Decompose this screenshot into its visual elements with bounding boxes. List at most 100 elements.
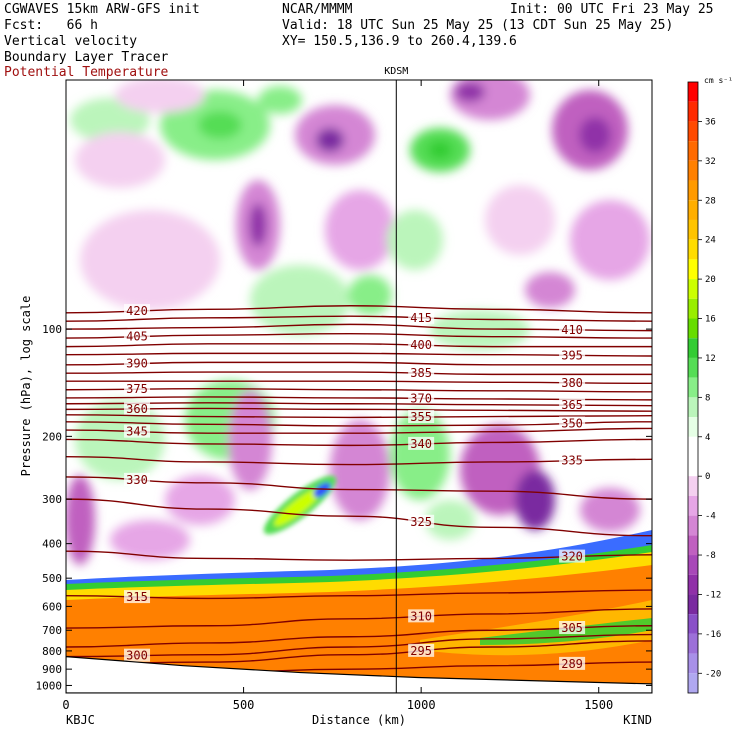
- theta-contour-label: 350: [561, 416, 583, 430]
- theta-label-bg: [408, 366, 435, 380]
- colorbar-swatch: [688, 357, 698, 378]
- theta-label-bg: [408, 338, 435, 352]
- theta-label-bg: [559, 322, 586, 336]
- colorbar-swatch: [688, 673, 698, 693]
- theta-contour-label: 330: [126, 473, 148, 487]
- theta-contour-label: 345: [126, 425, 148, 439]
- init-time: Init: 00 UTC Fri 23 May 25: [510, 2, 714, 17]
- theta-label-bg: [408, 310, 435, 324]
- theta-label-bg: [124, 382, 151, 396]
- colorbar-swatch: [688, 318, 698, 339]
- theta-label-bg: [559, 416, 586, 430]
- plot-frame: [65, 79, 653, 694]
- y-tick-label: 900: [42, 663, 62, 676]
- theta-contour-label: 360: [126, 402, 148, 416]
- y-tick-label: 300: [42, 493, 62, 506]
- colorbar-swatch: [688, 614, 698, 634]
- theta-contour-line: [66, 421, 652, 427]
- theta-contour-line: [66, 414, 652, 419]
- y-tick-label: 1000: [36, 679, 63, 692]
- y-tick-label: 500: [42, 572, 62, 585]
- theta-label-bg: [124, 424, 151, 438]
- theta-label-bg: [408, 391, 435, 405]
- theta-contour-label: 320: [561, 550, 583, 564]
- theta-label-bg: [559, 621, 586, 635]
- theta-label-bg: [124, 304, 151, 318]
- theta-label-bg: [408, 410, 435, 424]
- y-axis-label: Pressure (hPa), log scale: [19, 296, 33, 477]
- x-axis-label: Distance (km): [312, 713, 406, 727]
- colorbar-swatch: [688, 160, 698, 181]
- colorbar-unit: cm s⁻¹: [704, 76, 733, 85]
- colorbar-swatch: [688, 219, 698, 240]
- model-title: CGWAVES 15km ARW-GFS init: [4, 2, 200, 17]
- colorbar-swatch: [688, 121, 698, 142]
- y-tick-label: 100: [42, 323, 62, 336]
- updraft-streak: [263, 475, 337, 535]
- colorbar-tick-label: 28: [705, 196, 716, 206]
- theta-contour-line: [66, 402, 652, 407]
- theta-contour-line: [66, 625, 652, 648]
- theta-contour-label: 295: [410, 644, 432, 658]
- theta-label-bg: [408, 514, 435, 528]
- theta-contour-line: [66, 633, 652, 658]
- theta-contour-line: [66, 352, 652, 357]
- theta-contour-label: 400: [410, 338, 432, 352]
- colorbar-tick-label: 0: [705, 472, 710, 482]
- theta-contour-line: [66, 380, 652, 385]
- theta-contour-line: [66, 498, 652, 537]
- forecast-hour: Fcst: 66 h: [4, 18, 98, 33]
- colorbar-tick-label: 12: [705, 354, 716, 364]
- colorbar-tick-label: 20: [705, 275, 716, 285]
- theta-contour-label: 315: [126, 590, 148, 604]
- vertical-velocity-field: [66, 80, 650, 565]
- theta-label-bg: [559, 549, 586, 563]
- colorbar-swatch: [688, 239, 698, 260]
- y-tick-label: 800: [42, 645, 62, 658]
- colorbar-swatch: [688, 101, 698, 122]
- y-tick-label: 400: [42, 538, 62, 551]
- theta-contour-label: 375: [126, 382, 148, 396]
- theta-contour-line: [66, 305, 652, 314]
- colorbar-frame: [687, 81, 699, 694]
- theta-label-bg: [559, 348, 586, 362]
- theta-contour-line: [66, 332, 652, 339]
- colorbar-swatch: [688, 574, 698, 595]
- colorbar-swatch: [688, 200, 698, 220]
- theta-contour-label: 289: [561, 657, 583, 671]
- x-tick-label: 1500: [584, 698, 613, 712]
- theta-contour-line: [66, 371, 652, 376]
- x-axis: 0 500 1000 1500: [62, 80, 613, 712]
- colorbar-swatch: [688, 456, 698, 477]
- colorbar: 36 32 28 24 20 16 12 8 4 0 -4 -8 -12 -16 -20: [687, 81, 721, 694]
- org-label: NCAR/MMMM: [282, 2, 353, 17]
- y-axis: 100 200 300 400 500 600 700 800 900 1000: [36, 323, 652, 692]
- theta-contour-label: 355: [410, 410, 432, 424]
- colorbar-tick-label: 32: [705, 157, 716, 167]
- colorbar-swatch: [688, 259, 698, 280]
- colorbar-swatch: [688, 397, 698, 418]
- colorbar-tick-label: -4: [705, 512, 716, 522]
- colorbar-swatch: [688, 555, 698, 575]
- theta-contour-line: [66, 608, 652, 629]
- colorbar-swatch: [688, 495, 698, 516]
- theta-contour-line: [66, 640, 652, 665]
- theta-contour-line: [66, 388, 652, 393]
- theta-label-bg: [124, 356, 151, 370]
- colorbar-tick-label: -16: [705, 630, 721, 640]
- colorbar-tick-label: -8: [705, 551, 716, 561]
- theta-label-bg: [124, 401, 151, 415]
- theta-label-bg: [124, 472, 151, 486]
- plot-area: 420 415 410 405 400 395 390 385 380 375 370 365 360 3…: [66, 80, 652, 693]
- theta-contour-line: [66, 323, 652, 332]
- colorbar-swatch: [688, 653, 698, 674]
- station-label-left: KBJC: [66, 713, 95, 727]
- colorbar-swatch: [688, 476, 698, 496]
- colorbar-swatch: [688, 180, 698, 201]
- theta-contour-label: 415: [410, 311, 432, 325]
- y-tick-label: 200: [42, 430, 62, 443]
- colorbar-tick-label: 16: [705, 315, 716, 325]
- theta-label-bg: [124, 329, 151, 343]
- theta-contour-label: 420: [126, 304, 148, 318]
